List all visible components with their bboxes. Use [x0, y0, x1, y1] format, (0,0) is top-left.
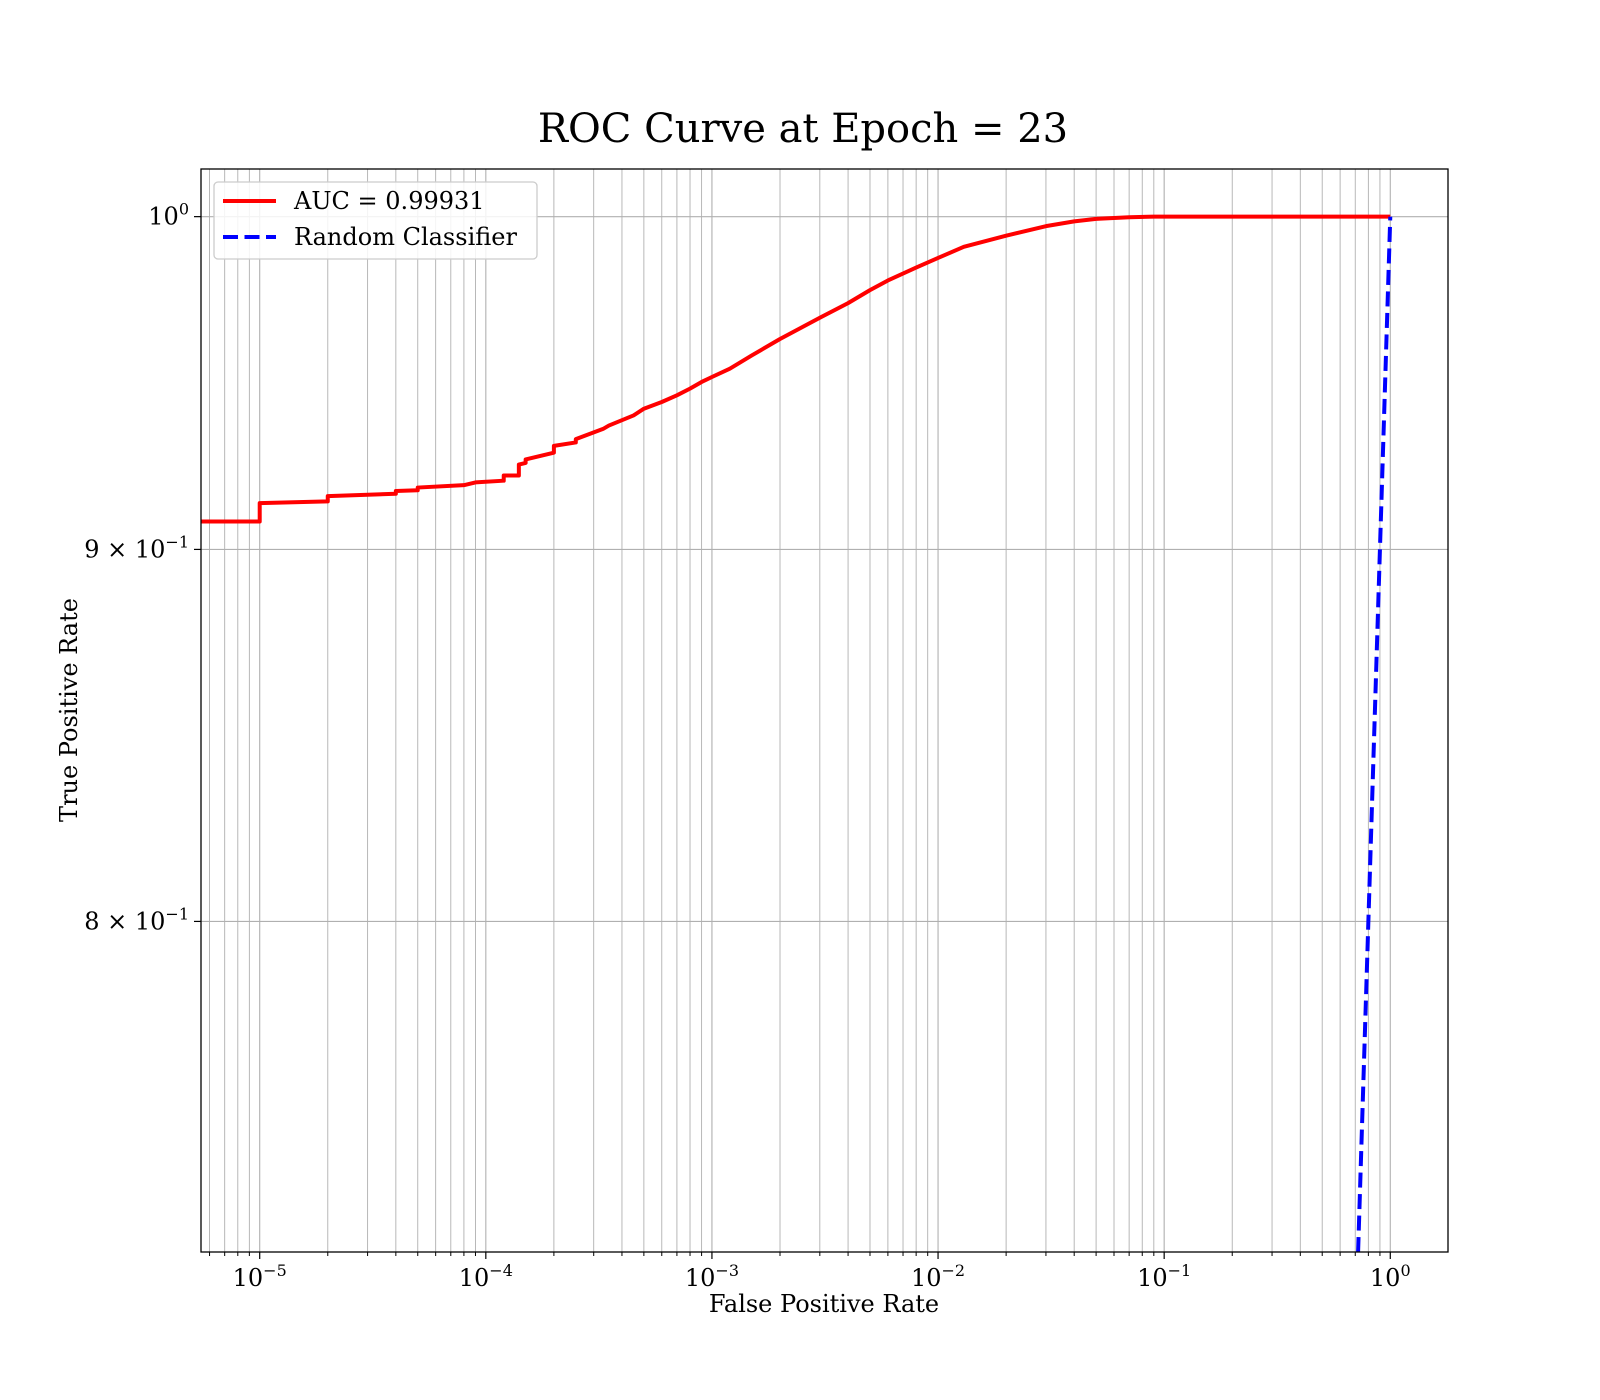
- y-axis-label: True Positive Rate: [55, 598, 83, 822]
- x-axis-label: False Positive Rate: [709, 1290, 939, 1318]
- chart-title: ROC Curve at Epoch = 23: [538, 106, 1068, 152]
- legend: AUC = 0.99931 Random Classifier: [213, 181, 538, 260]
- plot-frame: [200, 168, 1449, 1253]
- series-layer: [201, 214, 1393, 1253]
- legend-label-random: Random Classifier: [294, 223, 517, 251]
- legend-box: [213, 181, 538, 260]
- x-tick-label: 10−2: [911, 1261, 965, 1292]
- random-classifier-line: [1356, 216, 1393, 1253]
- legend-label-roc: AUC = 0.99931: [293, 187, 485, 215]
- roc-curve-line: [201, 214, 1391, 524]
- grid: [201, 169, 1448, 1252]
